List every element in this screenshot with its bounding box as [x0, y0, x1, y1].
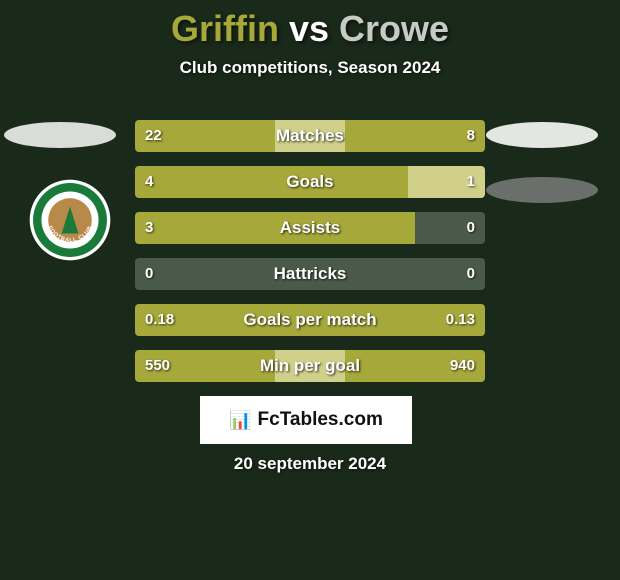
stat-label: Matches: [135, 120, 485, 152]
attribution-icon: 📊: [229, 411, 251, 429]
stat-value-right: 0: [467, 258, 475, 290]
stat-value-left: 4: [145, 166, 153, 198]
comparison-title: Griffin vs Crowe: [0, 0, 620, 50]
stats-panel: Matches228Goals41Assists30Hattricks00Goa…: [135, 120, 485, 396]
stat-value-left: 3: [145, 212, 153, 244]
stat-value-left: 0: [145, 258, 153, 290]
attribution-text: FcTables.com: [258, 409, 383, 431]
left-decor-ellipse: [4, 122, 116, 148]
stat-value-right: 0: [467, 212, 475, 244]
stat-value-right: 1: [467, 166, 475, 198]
stat-row: Assists3 0: [135, 212, 485, 244]
stat-label: Goals: [135, 166, 485, 198]
stat-label: Goals per match: [135, 304, 485, 336]
subtitle: Club competitions, Season 2024: [0, 58, 620, 78]
player2-name: Crowe: [339, 8, 449, 49]
stat-row: Goals4 1: [135, 166, 485, 198]
right-decor-ellipse-top: [486, 122, 598, 148]
stat-row: Min per goal550 940: [135, 350, 485, 382]
stat-value-left: 22: [145, 120, 162, 152]
stat-row: Matches22 8: [135, 120, 485, 152]
player1-name: Griffin: [171, 8, 279, 49]
stat-row: Goals per match0.18 0.13: [135, 304, 485, 336]
stat-label: Assists: [135, 212, 485, 244]
stat-value-left: 0.18: [145, 304, 174, 336]
stat-value-right: 0.13: [446, 304, 475, 336]
club-crest: BRAY WANDERERS FOOTBALL CLUB: [28, 178, 112, 262]
stat-label: Min per goal: [135, 350, 485, 382]
stat-value-right: 8: [467, 120, 475, 152]
vs-label: vs: [289, 8, 329, 49]
stat-value-right: 940: [450, 350, 475, 382]
attribution-badge: 📊 FcTables.com: [200, 396, 412, 444]
stat-label: Hattricks: [135, 258, 485, 290]
right-decor-ellipse-bottom: [486, 177, 598, 203]
stat-row: Hattricks0 0: [135, 258, 485, 290]
date-label: 20 september 2024: [0, 454, 620, 474]
stat-value-left: 550: [145, 350, 170, 382]
